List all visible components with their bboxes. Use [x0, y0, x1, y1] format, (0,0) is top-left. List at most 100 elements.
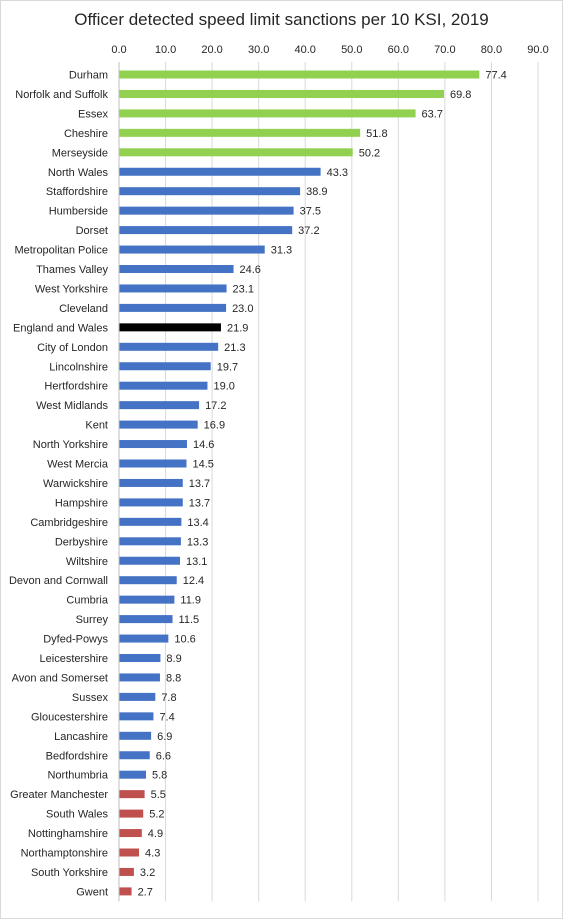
bar[interactable]	[119, 576, 177, 585]
bar[interactable]	[119, 128, 361, 137]
category-label: Derbyshire	[55, 536, 108, 548]
x-tick-label: 80.0	[481, 44, 502, 56]
bar[interactable]	[119, 70, 480, 79]
bar[interactable]	[119, 634, 169, 643]
bar[interactable]	[119, 226, 293, 235]
data-label: 10.6	[174, 634, 195, 646]
data-label: 13.3	[187, 536, 208, 548]
bar[interactable]	[119, 867, 134, 876]
category-label: Sussex	[72, 692, 109, 704]
data-label: 51.8	[366, 128, 387, 140]
data-label: 21.9	[227, 322, 248, 334]
data-label: 13.7	[189, 478, 210, 490]
bar[interactable]	[119, 89, 444, 98]
data-label: 5.8	[152, 770, 167, 782]
data-label: 3.2	[140, 867, 155, 879]
bar[interactable]	[119, 381, 208, 390]
category-label: England and Wales	[13, 322, 108, 334]
category-label: Nottinghamshire	[28, 828, 108, 840]
category-label: Staffordshire	[46, 186, 108, 198]
bar[interactable]	[119, 537, 181, 546]
category-label: Hertfordshire	[44, 381, 108, 393]
data-label: 77.4	[485, 70, 506, 82]
bar[interactable]	[119, 517, 182, 526]
data-label: 7.4	[159, 711, 174, 723]
bar[interactable]	[119, 265, 234, 273]
bar[interactable]	[119, 615, 173, 624]
category-label: West Mercia	[47, 459, 109, 471]
category-label: City of London	[37, 342, 108, 354]
data-label: 38.9	[306, 186, 327, 198]
x-tick-label: 90.0	[527, 44, 548, 56]
bar[interactable]	[119, 459, 187, 468]
data-label: 5.5	[151, 789, 166, 801]
bar[interactable]	[119, 751, 150, 760]
bar[interactable]	[119, 109, 416, 118]
bar[interactable]	[119, 401, 200, 410]
category-label: Kent	[85, 420, 108, 432]
data-label: 63.7	[422, 108, 443, 120]
bar[interactable]	[119, 420, 198, 429]
bar[interactable]	[119, 303, 227, 312]
bar[interactable]	[119, 284, 227, 293]
bar[interactable]	[119, 595, 175, 604]
data-label: 13.1	[186, 556, 207, 568]
bar[interactable]	[119, 498, 183, 507]
category-label: Essex	[78, 108, 108, 120]
data-label: 19.7	[217, 361, 238, 373]
category-label: Hampshire	[55, 497, 108, 509]
data-label: 14.5	[193, 459, 214, 471]
data-label: 8.8	[166, 672, 181, 684]
category-label: Thames Valley	[36, 264, 108, 276]
x-tick-label: 70.0	[434, 44, 455, 56]
bar[interactable]	[119, 362, 211, 371]
bar[interactable]	[119, 167, 321, 176]
data-label: 23.1	[233, 283, 254, 295]
category-label: South Yorkshire	[31, 867, 108, 879]
bar[interactable]	[119, 478, 183, 487]
data-label: 11.9	[180, 595, 201, 607]
data-label: 7.8	[161, 692, 176, 704]
x-tick-label: 20.0	[201, 44, 222, 56]
data-label: 12.4	[183, 575, 204, 587]
bar[interactable]	[119, 323, 221, 332]
bar[interactable]	[119, 673, 160, 682]
category-label: Wiltshire	[66, 556, 108, 568]
bar[interactable]	[119, 829, 142, 838]
bar[interactable]	[119, 654, 161, 662]
category-label: Surrey	[76, 614, 109, 626]
data-label: 8.9	[166, 653, 181, 665]
bar[interactable]	[119, 187, 301, 196]
category-label: Merseyside	[52, 147, 108, 159]
bar[interactable]	[119, 848, 140, 857]
category-label: Dyfed-Powys	[43, 634, 108, 646]
bar[interactable]	[119, 790, 145, 799]
data-label: 5.2	[149, 809, 164, 821]
bar[interactable]	[119, 809, 144, 818]
bar[interactable]	[119, 342, 219, 351]
category-label: Dorset	[76, 225, 108, 237]
bar[interactable]	[119, 887, 132, 896]
category-label: Metropolitan Police	[14, 245, 108, 257]
category-label: Lancashire	[54, 731, 108, 743]
data-label: 13.7	[189, 497, 210, 509]
bar[interactable]	[119, 245, 265, 254]
x-tick-label: 40.0	[295, 44, 316, 56]
category-label: Gwent	[76, 886, 108, 898]
x-tick-label: 30.0	[248, 44, 269, 56]
bar[interactable]	[119, 148, 353, 157]
bar[interactable]	[119, 206, 294, 215]
data-label: 11.5	[179, 614, 200, 626]
bar[interactable]	[119, 712, 154, 721]
category-label: South Wales	[46, 809, 108, 821]
category-label: North Wales	[48, 167, 109, 179]
bar[interactable]	[119, 731, 152, 740]
bar[interactable]	[119, 692, 156, 701]
data-label: 2.7	[138, 886, 153, 898]
x-tick-label: 50.0	[341, 44, 362, 56]
bar[interactable]	[119, 556, 180, 565]
category-label: Warwickshire	[43, 478, 108, 490]
data-label: 37.2	[298, 225, 319, 237]
bar[interactable]	[119, 770, 147, 779]
bar[interactable]	[119, 440, 187, 449]
